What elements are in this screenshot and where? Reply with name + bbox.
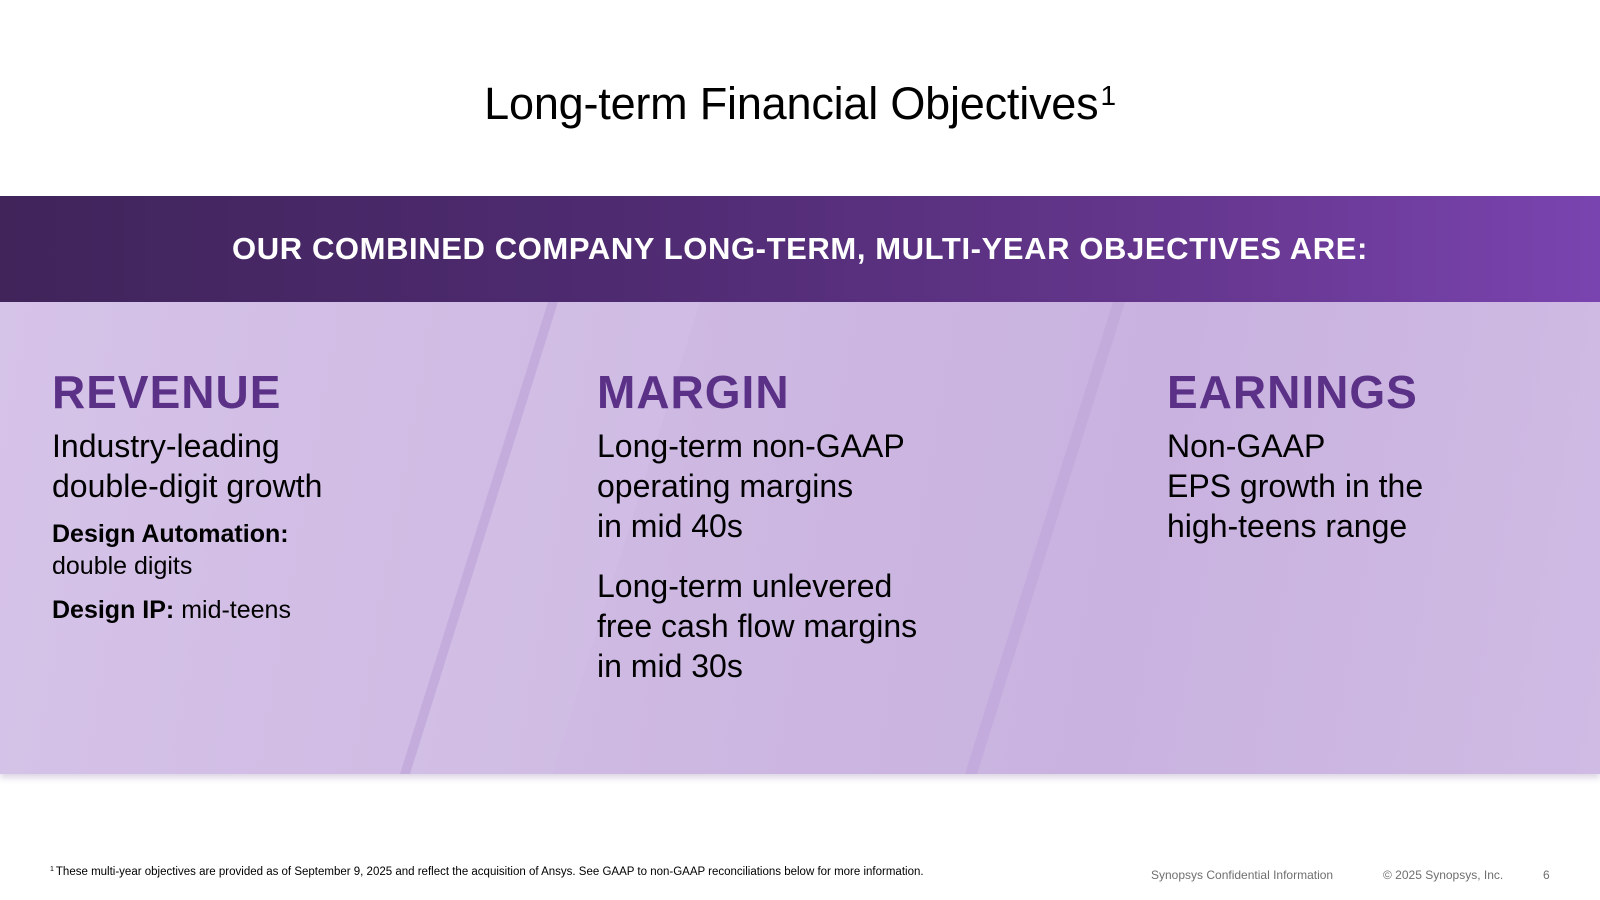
confidential-label: Synopsys Confidential Information	[1151, 868, 1334, 882]
footnote: 1 These multi-year objectives are provide…	[50, 866, 924, 878]
margin-p2-line-3: in mid 30s	[597, 648, 743, 684]
design-automation-label: Design Automation:	[52, 520, 289, 548]
objectives-panel: REVENUE Industry-leading double-digit gr…	[0, 302, 1600, 774]
objectives-banner: OUR COMBINED COMPANY LONG-TERM, MULTI-YE…	[0, 196, 1600, 302]
margin-p2-line-1: Long-term unlevered	[597, 568, 893, 604]
margin-p2-line-2: free cash flow margins	[597, 608, 918, 644]
margin-p1-line-1: Long-term non-GAAP	[597, 428, 905, 464]
slide-title-text: Long-term Financial Objectives	[484, 78, 1099, 129]
revenue-heading: REVENUE	[52, 366, 282, 418]
slide-title: Long-term Financial Objectives1	[0, 78, 1600, 130]
earnings-line-1: Non-GAAP	[1167, 428, 1326, 464]
margin-p1-line-2: operating margins	[597, 468, 854, 504]
earnings-line-3: high-teens range	[1167, 508, 1408, 544]
panel-sheen-band	[410, 302, 700, 774]
margin-heading: MARGIN	[597, 366, 790, 418]
panel-divider-decor	[400, 302, 1125, 774]
design-ip-value: mid-teens	[174, 596, 291, 624]
page-number: 6	[1543, 868, 1550, 882]
divider-stripe-1	[400, 302, 558, 774]
earnings-heading: EARNINGS	[1167, 366, 1418, 418]
revenue-column: REVENUE Industry-leading double-digit gr…	[52, 366, 322, 626]
margin-p1-line-3: in mid 40s	[597, 508, 743, 544]
design-automation-value: double digits	[52, 552, 193, 580]
earnings-column: EARNINGS Non-GAAP EPS growth in the high…	[1167, 366, 1423, 546]
revenue-line-2: double-digit growth	[52, 468, 323, 504]
footnote-marker: 1	[50, 866, 54, 873]
footnote-text: These multi-year objectives are provided…	[55, 866, 924, 878]
divider-stripe-2	[965, 302, 1125, 774]
margin-column: MARGIN Long-term non-GAAP operating marg…	[597, 366, 917, 686]
design-ip-label: Design IP:	[52, 596, 175, 624]
title-footnote-marker: 1	[1100, 80, 1116, 111]
banner-text: OUR COMBINED COMPANY LONG-TERM, MULTI-YE…	[232, 231, 1368, 266]
revenue-line-1: Industry-leading	[52, 428, 280, 464]
copyright-label: © 2025 Synopsys, Inc.	[1383, 868, 1504, 882]
earnings-line-2: EPS growth in the	[1167, 468, 1424, 504]
design-ip-line: Design IP: mid-teens	[52, 594, 322, 626]
